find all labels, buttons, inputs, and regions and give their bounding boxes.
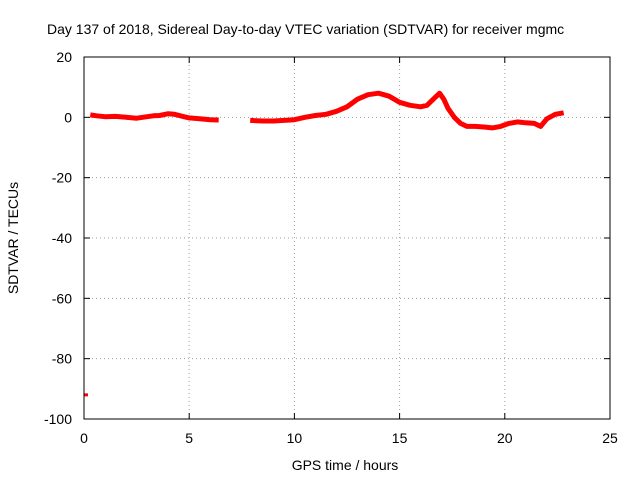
- y-tick-label-5: -80: [52, 351, 72, 367]
- plot-frame: [83, 56, 611, 420]
- y-tick-label-2: -20: [52, 170, 72, 186]
- x-tick-label-5: 25: [602, 430, 618, 446]
- x-tick-label-4: 20: [497, 430, 513, 446]
- y-tick-label-0: 20: [56, 49, 72, 65]
- chart-title: Day 137 of 2018, Sidereal Day-to-day VTE…: [47, 21, 564, 37]
- y-tick-label-3: -40: [52, 230, 72, 246]
- y-tick-label-1: 0: [64, 109, 72, 125]
- tick-labels: 0 5 10 15 20 25 20 0 -20 -40 -60 -80 -100: [44, 49, 618, 446]
- data-series: [84, 90, 565, 397]
- series-line-1: [89, 111, 219, 123]
- x-tick-label-3: 15: [392, 430, 408, 446]
- x-tick-label-2: 10: [287, 430, 303, 446]
- series-line-2: [250, 90, 565, 131]
- x-tick-label-0: 0: [80, 430, 88, 446]
- y-tick-label-4: -60: [52, 290, 72, 306]
- y-axis-label: SDTVAR / TECUs: [5, 182, 21, 294]
- x-axis-label: GPS time / hours: [292, 457, 399, 473]
- axis-ticks: [83, 56, 611, 420]
- y-tick-label-6: -100: [44, 411, 72, 427]
- x-tick-label-1: 5: [185, 430, 193, 446]
- grid: [84, 57, 610, 419]
